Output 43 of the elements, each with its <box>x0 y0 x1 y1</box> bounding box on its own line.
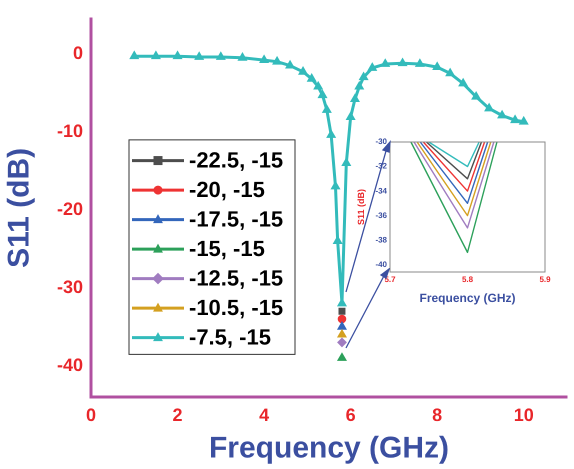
y-axis-title: S11 (dB) <box>2 148 36 268</box>
x-axis-title: Frequency (GHz) <box>208 431 450 464</box>
y-tick-label: -40 <box>56 354 83 375</box>
legend-label: -7.5, -15 <box>189 324 271 350</box>
point <box>338 299 346 306</box>
y-axis-title: S11 (dB) <box>356 188 366 226</box>
y-tick-label: -30 <box>56 276 83 297</box>
point <box>398 58 406 66</box>
y-tick-label: -30 <box>375 137 388 146</box>
y-tick-label: -38 <box>375 235 388 244</box>
point <box>318 90 326 98</box>
x-tick-label: 6 <box>346 404 356 425</box>
x-tick-label: 8 <box>432 404 442 425</box>
legend-label: -10.5, -15 <box>189 295 284 320</box>
y-tick-label: -40 <box>375 260 388 269</box>
point <box>346 112 355 120</box>
x-tick-label: 4 <box>259 404 270 425</box>
legend-label: -12.5, -15 <box>189 266 284 291</box>
legend-label: -15, -15 <box>189 236 265 262</box>
point <box>338 330 346 338</box>
x-tick-label: 0 <box>86 404 96 425</box>
point <box>338 314 346 324</box>
point <box>238 53 246 61</box>
point <box>342 158 350 166</box>
y-tick-label: -10 <box>56 120 83 141</box>
point <box>332 182 340 190</box>
y-tick-label: -20 <box>56 198 83 219</box>
y-tick-label: -36 <box>375 210 388 220</box>
x-tick-label: 10 <box>514 404 534 425</box>
point <box>338 338 346 347</box>
legend-label: -20, -15 <box>189 177 265 202</box>
x-axis-title: Frequency (GHz) <box>419 291 516 306</box>
point <box>334 236 342 244</box>
y-tick-label: -34 <box>375 186 388 196</box>
x-tick-label: 2 <box>172 404 183 425</box>
point <box>472 92 480 100</box>
point <box>327 130 336 138</box>
legend-label: -22.5, -15 <box>189 148 284 173</box>
x-tick-label: 5.8 <box>462 275 474 284</box>
point <box>360 72 368 80</box>
legend-label: -17.5, -15 <box>189 206 284 232</box>
y-tick-label: 0 <box>72 42 83 63</box>
x-tick-label: 5.9 <box>539 275 552 284</box>
